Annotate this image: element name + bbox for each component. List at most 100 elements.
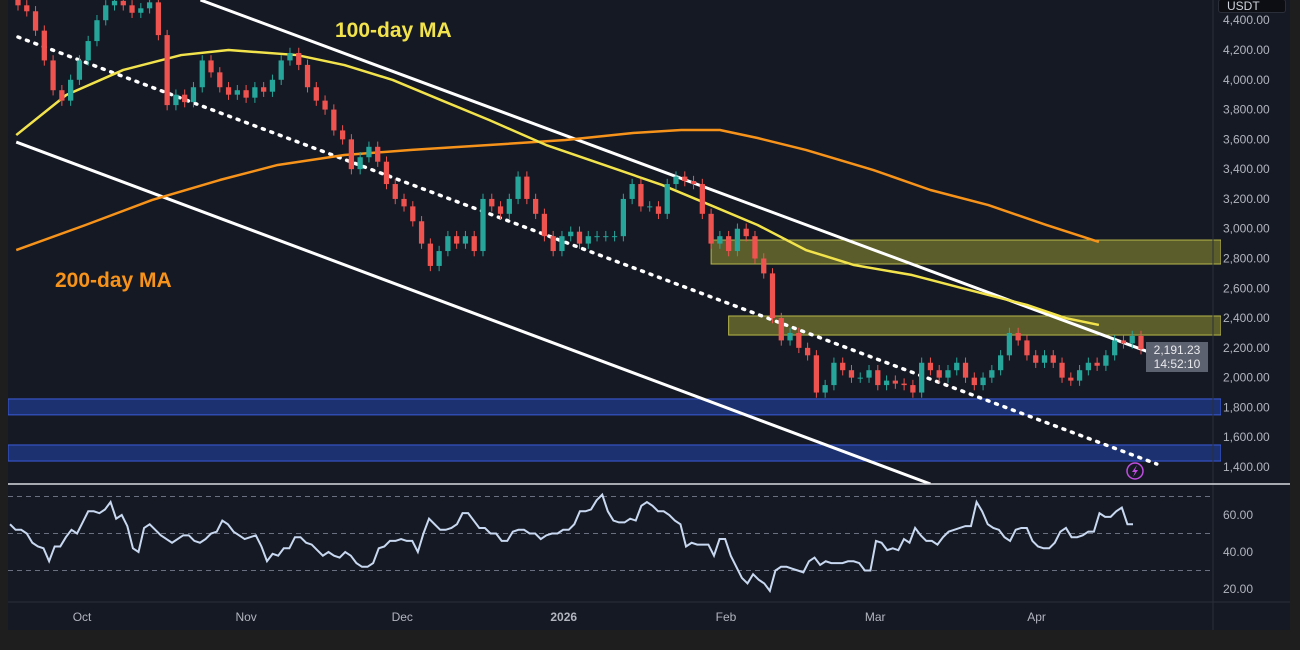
currency-label[interactable]: USDT [1218,0,1286,13]
ma100-label: 100-day MA [335,19,452,42]
time-tick-label: Dec [392,610,413,624]
time-tick-label: Mar [865,610,886,624]
candle-body [752,236,758,259]
candle-body [287,52,293,61]
candle-body [155,2,162,36]
candle-body [822,385,828,393]
candle-body [146,2,153,9]
candle-body [269,79,276,92]
candle-body [804,347,811,356]
price-tick-label: 3,000.00 [1223,222,1270,236]
candle-body [313,87,319,101]
price-tick-label: 4,200.00 [1223,43,1270,57]
candle-body [936,370,942,378]
candle-body [919,362,925,393]
candle-body [234,90,240,95]
candle-body [576,231,583,244]
candle-body [515,176,521,199]
time-tick-label: Feb [716,610,737,624]
bar-countdown: 14:52:10 [1153,357,1201,371]
candle-body [769,273,776,319]
candle-body [971,377,977,386]
demand-zone [8,444,1221,462]
candle-body [24,5,30,12]
candle-body [726,236,732,252]
candle-body [603,236,609,238]
price-tick-label: 2,000.00 [1223,371,1270,385]
candle-body [436,251,442,266]
candle-body [401,198,407,207]
candle-body [1094,362,1100,366]
rsi-line [9,492,1133,594]
channel-upper-line [199,0,1158,357]
demand-zone [8,398,1221,416]
candle-body [875,370,881,386]
candle-body [883,380,890,386]
candle-body [1033,355,1039,363]
supply-zone [728,315,1221,336]
candle-body [243,90,249,98]
price-tick-label: 4,400.00 [1223,13,1270,27]
candle-body [1129,335,1135,344]
time-tick-label: Nov [235,610,256,624]
price-tick-label: 1,600.00 [1223,430,1270,444]
candle-body [339,130,346,140]
candle-body [1076,370,1083,381]
price-tick-label: 3,600.00 [1223,132,1270,146]
candle-body [296,52,302,65]
candle-body [304,64,311,88]
candle-body [1103,355,1109,366]
candle-body [568,231,574,237]
candle-body [1120,340,1127,344]
candle-body [533,198,539,214]
candle-body [1138,335,1144,350]
price-tick-label: 1,400.00 [1223,460,1270,474]
rsi-tick-label: 40.00 [1223,545,1253,559]
candle-body [462,236,469,244]
candle-body [840,362,846,371]
price-tick-label: 3,800.00 [1223,103,1270,117]
icon-ring [1126,462,1144,480]
candle-body [41,30,47,61]
candle-body [103,5,109,21]
rsi-tick-label: 60.00 [1223,508,1253,522]
candle-body [489,198,495,207]
price-pane: 100-day MA 200-day MA [8,0,1221,484]
candle-body [217,72,223,88]
time-tick-label: Oct [73,610,92,624]
candle-body [945,370,951,378]
icon-bolt [1132,465,1138,477]
time-tick-label: Apr [1027,610,1046,624]
candle-body [901,383,907,386]
candle-body [252,87,258,98]
candle-body [620,198,626,237]
candle-body [261,87,267,92]
candle-body [708,213,714,244]
candle-body [857,377,863,379]
candle-body [1006,332,1013,356]
candle-body [690,181,697,185]
candle-body [927,362,934,371]
candle-body [454,236,460,244]
candle-body [664,184,670,214]
lightning-icon[interactable] [1126,462,1144,480]
candle-body [120,0,126,6]
chart-panel[interactable] [8,0,1290,630]
candle-body [1085,362,1091,371]
candle-body [208,60,214,73]
candle-body [182,94,188,103]
candle-body [331,109,337,131]
candle-body [892,380,898,384]
candle-body [1112,340,1118,356]
candle-body [997,355,1004,371]
candle-body [497,206,504,214]
candle-body [427,243,433,266]
candle-body [94,20,100,42]
candle-body [761,258,767,274]
candle-body [471,236,477,252]
candle-body [225,87,232,95]
candle-body [541,213,548,237]
candle-body [585,236,591,244]
candle-body [59,90,65,101]
